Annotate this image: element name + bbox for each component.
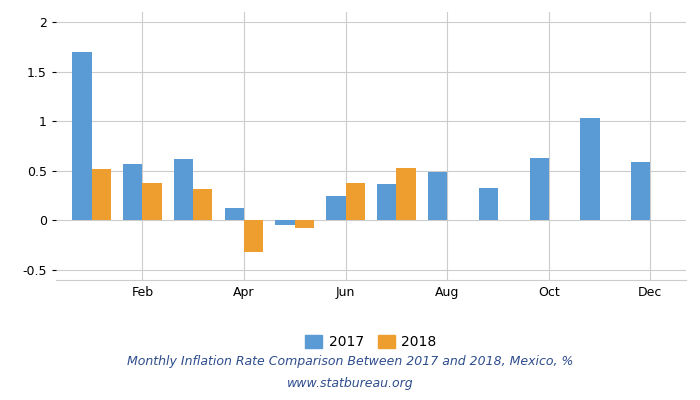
Bar [396, 168, 416, 220]
Bar [123, 164, 142, 220]
Bar [142, 183, 162, 220]
Bar [92, 169, 111, 220]
Legend: 2017, 2018: 2017, 2018 [300, 330, 442, 355]
Bar [326, 196, 346, 220]
Bar [295, 220, 314, 228]
Bar [225, 208, 244, 220]
Bar [72, 52, 92, 220]
Text: www.statbureau.org: www.statbureau.org [287, 378, 413, 390]
Bar [174, 159, 193, 220]
Bar [479, 188, 498, 220]
Bar [529, 158, 549, 220]
Bar [428, 172, 447, 220]
Bar [276, 220, 295, 226]
Bar [244, 220, 263, 252]
Bar [631, 162, 650, 220]
Bar [580, 118, 600, 220]
Bar [193, 189, 213, 220]
Bar [377, 184, 396, 220]
Text: Monthly Inflation Rate Comparison Between 2017 and 2018, Mexico, %: Monthly Inflation Rate Comparison Betwee… [127, 356, 573, 368]
Bar [346, 183, 365, 220]
